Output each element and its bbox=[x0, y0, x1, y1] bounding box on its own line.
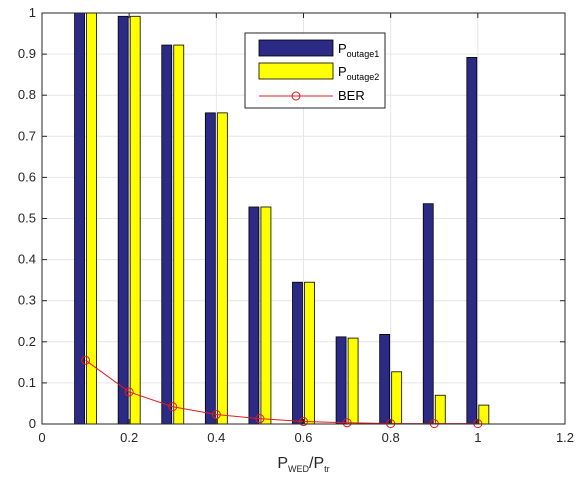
legend-swatch-outage2 bbox=[258, 62, 334, 80]
bar-outage1-1 bbox=[74, 12, 85, 425]
x-axis-label-sub1: WED bbox=[288, 464, 309, 474]
legend-marker-ber bbox=[291, 91, 301, 101]
bar-outage2-10 bbox=[478, 404, 490, 425]
y-tick-label: 0.6 bbox=[18, 169, 36, 184]
bar-outage2-6 bbox=[304, 281, 315, 425]
ber-point-5 bbox=[255, 414, 265, 424]
y-tick-label: 0.5 bbox=[18, 211, 36, 226]
bar-outage1-5 bbox=[248, 206, 260, 425]
ber-point-2 bbox=[124, 387, 134, 397]
x-axis-label: PWED/Ptr bbox=[277, 455, 329, 474]
legend-label-outage1: Poutage1 bbox=[338, 41, 379, 59]
legend-label-outage2: Poutage2 bbox=[338, 64, 379, 82]
bar-outage1-4 bbox=[204, 112, 216, 425]
y-tick-label: 0.7 bbox=[18, 128, 36, 143]
y-tick-label: 0.4 bbox=[18, 252, 36, 267]
ber-series bbox=[81, 355, 483, 429]
bar-outage2-7 bbox=[347, 337, 359, 425]
bar-outage2-9 bbox=[434, 394, 446, 425]
bar-outage1-7 bbox=[335, 336, 347, 425]
ber-point-3 bbox=[168, 402, 178, 412]
ber-point-4 bbox=[211, 410, 221, 420]
x-tick-label: 1.2 bbox=[556, 430, 574, 445]
y-tick-label: 1 bbox=[29, 5, 36, 20]
legend-label-ber: BER bbox=[338, 88, 365, 103]
x-axis-label-main: P bbox=[277, 455, 288, 472]
bar-outage2-2 bbox=[129, 15, 141, 425]
ber-point-6 bbox=[299, 417, 308, 427]
bar-outage1-10 bbox=[466, 56, 478, 425]
y-tick-label: 0.8 bbox=[18, 87, 36, 102]
bar-outage2-4 bbox=[216, 112, 228, 425]
bar-outage1-6 bbox=[292, 281, 303, 425]
legend: Poutage1 Poutage2 BER bbox=[244, 32, 386, 109]
bar-outage1-2 bbox=[117, 15, 129, 425]
y-tick-label: 0.9 bbox=[18, 46, 36, 61]
x-tick-label: 0 bbox=[38, 430, 45, 445]
y-tick-label: 0.3 bbox=[18, 293, 36, 308]
y-tick-label: 0 bbox=[29, 416, 36, 431]
bar-outage1-3 bbox=[161, 44, 173, 425]
x-axis-label-sep: /P bbox=[309, 455, 324, 472]
x-tick-label: 0.6 bbox=[294, 430, 312, 445]
legend-swatch-outage1 bbox=[258, 39, 334, 57]
x-tick-label: 0.4 bbox=[207, 430, 225, 445]
axis-ticks: 0 0.1 0.2 0.3 0.4 0.5 0.6 0.7 0.8 0.9 1 0 0.2 0.4 0.6 0… bbox=[18, 5, 574, 445]
ber-point-1 bbox=[81, 355, 91, 365]
x-axis-label-sub2: tr bbox=[324, 464, 330, 474]
bar-outage1-8 bbox=[379, 334, 391, 425]
ber-point-7 bbox=[342, 418, 352, 428]
x-tick-label: 0.2 bbox=[120, 430, 138, 445]
ber-line bbox=[85, 359, 478, 425]
y-tick-label: 0.2 bbox=[18, 334, 36, 349]
x-tick-label: 0.8 bbox=[382, 430, 400, 445]
bar-outage1-9 bbox=[422, 203, 434, 425]
y-tick-label: 0.1 bbox=[18, 375, 36, 390]
bar-outage2-3 bbox=[173, 44, 185, 425]
bar-outage2-5 bbox=[260, 206, 272, 425]
x-tick-label: 1 bbox=[474, 430, 481, 445]
bar-outage2-8 bbox=[391, 371, 403, 425]
